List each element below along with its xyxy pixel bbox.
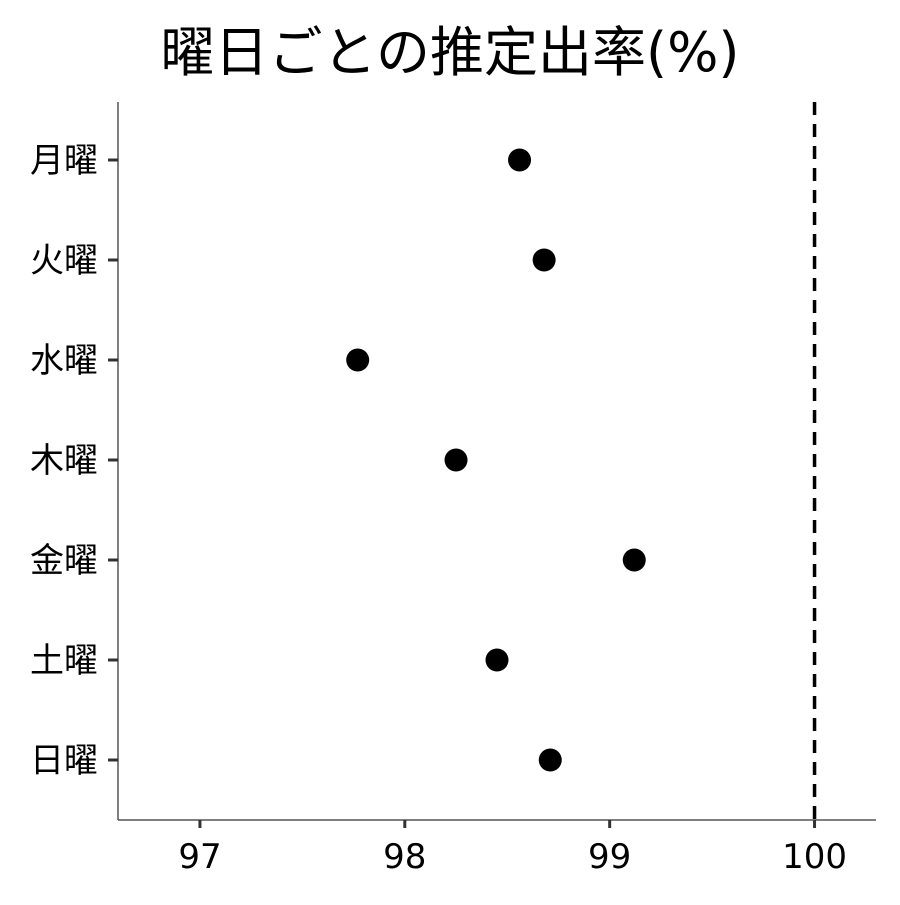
data-point: [485, 648, 509, 672]
data-point: [532, 248, 556, 272]
data-point: [444, 448, 468, 472]
y-tick-label: 日曜: [30, 741, 98, 781]
data-point: [538, 748, 562, 772]
data-point: [622, 548, 646, 572]
data-point: [346, 348, 370, 372]
data-point: [508, 148, 532, 172]
x-tick-label: 99: [588, 837, 631, 877]
y-tick-label: 水曜: [30, 341, 98, 381]
x-tick-label: 97: [178, 837, 221, 877]
y-tick-label: 金曜: [30, 541, 98, 581]
x-tick-label: 100: [782, 837, 847, 877]
y-tick-label: 土曜: [30, 641, 98, 681]
chart-title: 曜日ごとの推定出率(%): [160, 21, 740, 84]
y-tick-label: 木曜: [30, 441, 98, 481]
x-tick-label: 98: [383, 837, 426, 877]
y-tick-label: 火曜: [30, 241, 98, 281]
y-tick-label: 月曜: [30, 141, 98, 181]
